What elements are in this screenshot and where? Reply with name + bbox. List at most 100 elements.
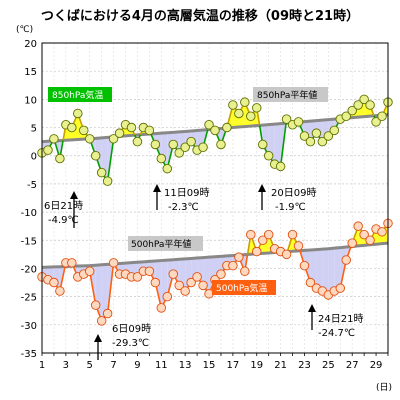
data-point-850 [144,125,155,136]
data-point-500 [150,277,161,288]
data-point-850 [216,139,226,150]
x-axis-label: (日) [376,382,392,393]
data-point-850 [359,94,369,105]
data-point-850 [263,150,274,161]
data-point-500 [90,300,101,310]
y-tick-label: -5 [27,180,37,191]
x-tick-label: 5 [87,360,93,371]
data-points [37,94,393,326]
data-point-500 [281,249,292,260]
data-point-850 [55,153,65,164]
deviation-fill-500-cold [328,248,335,295]
data-point-500 [353,221,363,231]
annotation-6d21h: 6日21時 -4.9℃ [44,191,83,228]
annotation-11d09h-day: 11日09時 [164,187,209,199]
legend-500-normal-bg [128,236,203,251]
data-point-850 [102,176,113,186]
y-tick-label: 0 [31,152,37,163]
data-point-500 [174,280,184,291]
x-tick-label: 29 [370,360,383,371]
annotation-11d09h: 11日09時 -2.3℃ [153,184,209,213]
x-tick-label: 15 [203,360,216,371]
data-point-850 [84,134,95,144]
y-tick-label: 10 [24,95,37,106]
chart-title: つくばにおける4月の高層気温の推移（09時と21時） [41,8,359,24]
annotation-6d09h-arrowhead [94,334,102,342]
data-point-850 [43,145,53,155]
data-point-500 [347,238,357,248]
x-tick-label: 9 [134,360,140,371]
data-point-500 [162,291,173,302]
annotation-11d09h-arrowhead [153,184,161,192]
y-tick-label: -25 [21,293,37,304]
data-point-850 [234,108,244,119]
data-point-850 [353,100,363,110]
x-tick-label: 13 [179,360,192,371]
data-point-850 [126,122,137,133]
data-point-500 [96,316,107,326]
y-tick-label: -20 [21,264,37,275]
data-point-850 [198,142,208,153]
annotation-20d09h-day: 20日09時 [271,187,316,199]
series-segment-850 [106,138,115,182]
data-point-850 [257,139,268,150]
data-point-850 [341,111,351,122]
data-point-850 [323,131,334,141]
data-point-850 [162,163,173,174]
data-point-500 [55,286,65,296]
legend-850-temp: 850hPa気温 [48,87,112,102]
x-tick-label: 3 [63,360,69,371]
y-tick-label: -30 [21,321,37,332]
data-point-850 [371,117,381,127]
data-point-850 [73,108,83,119]
data-point-500 [144,266,155,277]
data-point-500 [198,280,208,291]
x-tick-label: 17 [227,360,240,371]
x-ticks: 1 3 5 7 9 11 13 15 17 19 21 23 25 27 29 [39,353,389,371]
data-point-850 [79,125,89,136]
data-point-850 [49,134,59,144]
data-point-500 [335,283,346,293]
data-point-850 [114,128,125,138]
deviation-fill-500-cold [167,259,174,297]
data-point-850 [299,131,310,141]
data-point-850 [210,125,220,136]
data-point-500 [228,260,238,271]
legend-850-normal-label: 850hPa平年値 [257,89,317,101]
deviation-fill-850-cold [262,124,269,156]
data-point-850 [180,142,190,153]
data-point-500 [240,266,250,277]
data-point-500 [180,286,190,296]
data-point-850 [252,103,262,113]
series-segment-500 [106,263,115,314]
data-point-500 [156,303,167,313]
data-point-850 [377,111,387,122]
data-point-850 [204,119,214,130]
data-point-850 [329,125,340,136]
data-point-500 [293,241,304,251]
data-point-850 [240,97,250,107]
data-point-850 [317,136,328,147]
data-point-850 [174,148,184,158]
data-point-500 [299,260,310,271]
y-tick-label: -35 [21,349,37,360]
legend-500-temp-bg [212,280,276,295]
data-point-500 [341,255,351,265]
x-tick-label: 25 [322,360,335,371]
data-point-850 [150,139,161,150]
data-point-850 [222,122,232,133]
data-point-500 [49,277,59,288]
y-tick-label: 20 [24,39,37,50]
legend-500-temp: 500hPa気温 [212,280,276,295]
normal-line-500 [41,241,389,269]
data-point-500 [186,277,196,288]
legend-500-temp-label: 500hPa気温 [216,282,267,294]
y-tick-label: -15 [21,236,37,247]
y-tick-label: 5 [31,124,37,135]
y-ticks: 20 15 10 5 0 -5 -10 -15 -20 -25 -30 -35 [21,39,37,360]
data-point-850 [281,114,292,124]
deviation-fill-850-cold [274,123,281,167]
x-tick-label: 23 [298,360,311,371]
data-point-500 [305,277,316,288]
data-point-500 [359,229,369,240]
